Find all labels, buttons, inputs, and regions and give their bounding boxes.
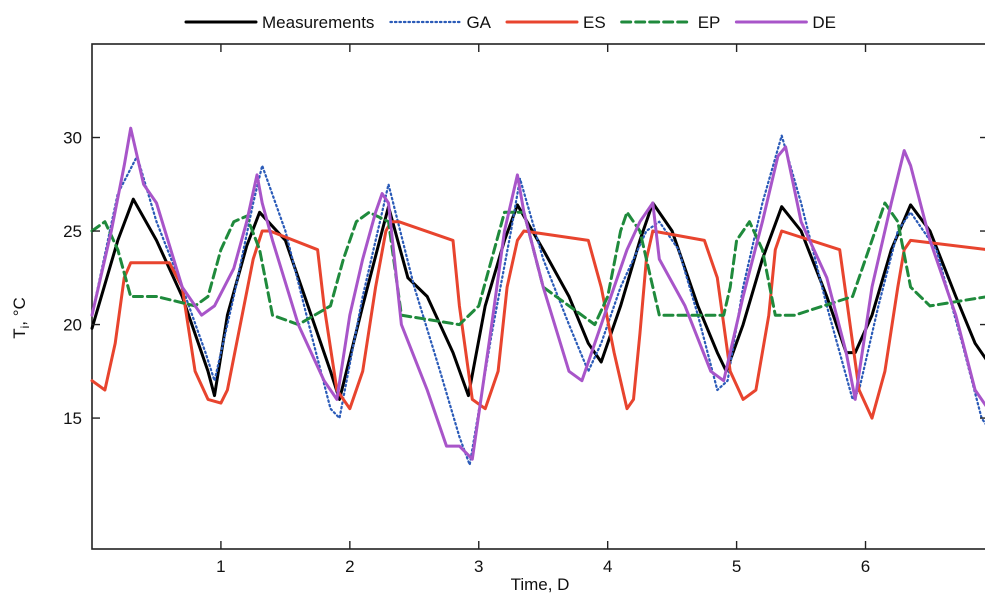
legend-label-measurements: Measurements <box>262 13 374 32</box>
series-line-ep <box>90 201 985 327</box>
legend-label-ep: EP <box>698 13 721 32</box>
y-tick-label: 20 <box>63 316 82 335</box>
x-tick-label: 6 <box>861 557 870 576</box>
y-axis-title-subscript: i <box>18 326 32 329</box>
x-tick-label: 2 <box>345 557 354 576</box>
legend-label-ga: GA <box>466 13 491 32</box>
y-tick-label: 15 <box>63 409 82 428</box>
series-line-ga <box>90 134 985 466</box>
y-axis-title-main: T <box>10 328 29 338</box>
legend-label-es: ES <box>583 13 606 32</box>
series-line-de <box>90 126 985 461</box>
plot-area-frame <box>91 43 985 550</box>
series-line-measurements <box>90 197 985 401</box>
series-line-es <box>90 220 985 420</box>
x-tick-label: 5 <box>732 557 741 576</box>
x-tick-label: 4 <box>603 557 612 576</box>
y-axis-title-unit: , °C <box>10 297 29 326</box>
series-layer <box>90 126 985 466</box>
y-axis-title: Ti, °C <box>10 297 32 339</box>
x-tick-label: 3 <box>474 557 483 576</box>
y-tick-label: 30 <box>63 129 82 148</box>
x-tick-label: 1 <box>216 557 225 576</box>
x-axis: 1 2 3 4 5 6 <box>216 44 870 576</box>
legend-label-de: DE <box>812 13 836 32</box>
y-tick-label: 25 <box>63 222 82 241</box>
legend: Measurements GA ES EP DE <box>184 13 836 32</box>
x-axis-title: Time, D <box>511 575 570 594</box>
y-axis: 15 20 25 30 <box>63 129 985 428</box>
